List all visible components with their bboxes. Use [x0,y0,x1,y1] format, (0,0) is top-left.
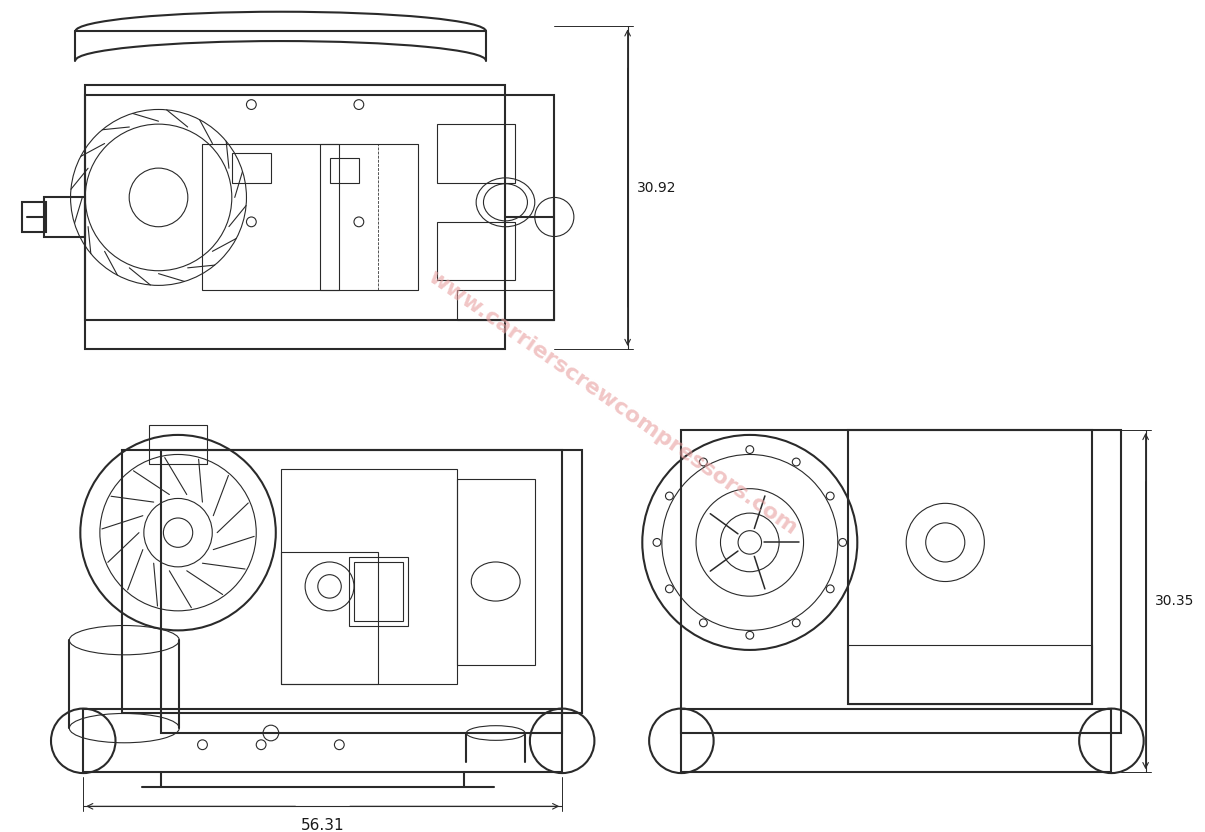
Bar [22,202,46,231]
Bar [281,552,378,684]
Bar [86,85,505,349]
Bar [319,144,417,290]
Bar [83,709,563,772]
Bar [231,153,271,183]
Bar [437,222,516,280]
Bar [202,144,340,290]
Bar [45,197,86,236]
Bar [86,95,554,319]
Bar [349,557,407,626]
Bar [281,469,457,684]
Bar [123,449,582,714]
Bar [329,158,359,183]
Bar [148,425,207,464]
Bar [457,290,554,319]
Text: 56.31: 56.31 [301,818,345,832]
Bar [437,124,516,183]
Text: www.carrierscrewcompressors.com: www.carrierscrewcompressors.com [424,266,801,539]
Bar [354,562,402,621]
Text: 30.35: 30.35 [1156,594,1195,608]
Bar [681,709,1111,772]
Text: 30.92: 30.92 [637,181,677,195]
Bar [161,449,563,733]
Bar [847,645,1092,704]
Bar [847,430,1092,704]
Bar [681,430,1121,733]
Bar [457,479,535,665]
